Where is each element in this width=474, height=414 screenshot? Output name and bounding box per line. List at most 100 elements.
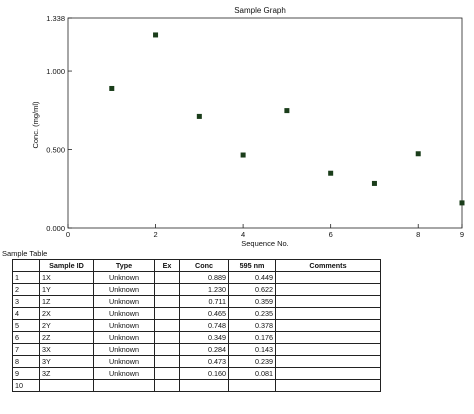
data-point	[109, 85, 115, 91]
x-tick-label: 8	[416, 230, 420, 239]
data-point	[240, 152, 246, 158]
col-header-comments: Comments	[275, 259, 381, 272]
cell-conc: 0.160	[179, 367, 229, 380]
cell-conc: 0.349	[179, 331, 229, 344]
col-header-index	[12, 259, 40, 272]
cell-absorbance	[228, 379, 276, 392]
cell-type: Unknown	[93, 307, 155, 320]
cell-ex	[154, 307, 180, 320]
table-row: 1 1X Unknown 0.889 0.449	[12, 271, 381, 284]
cell-row-index: 4	[12, 307, 40, 320]
table-row: 10	[12, 379, 381, 392]
cell-type: Unknown	[93, 331, 155, 344]
cell-absorbance: 0.081	[228, 367, 276, 380]
cell-ex	[154, 331, 180, 344]
cell-absorbance: 0.359	[228, 295, 276, 308]
x-tick-label: 4	[241, 230, 245, 239]
cell-absorbance: 0.622	[228, 283, 276, 296]
cell-row-index: 1	[12, 271, 40, 284]
cell-comments	[275, 307, 381, 320]
cell-ex	[154, 271, 180, 284]
plot-area-frame	[67, 17, 463, 229]
x-axis-label: Sequence No.	[241, 239, 289, 248]
y-axis-label: Conc. (mg/ml)	[31, 101, 40, 149]
table-row: 6 2Z Unknown 0.349 0.176	[12, 331, 381, 344]
cell-comments	[275, 283, 381, 296]
x-tick-label: 2	[153, 230, 157, 239]
data-point	[196, 113, 202, 119]
cell-ex	[154, 283, 180, 296]
table-row: 5 2Y Unknown 0.748 0.378	[12, 319, 381, 332]
cell-conc: 0.889	[179, 271, 229, 284]
table-row: 3 1Z Unknown 0.711 0.359	[12, 295, 381, 308]
y-tick-label: 0.000	[46, 224, 65, 233]
cell-row-index: 7	[12, 343, 40, 356]
cell-conc: 0.711	[179, 295, 229, 308]
data-point	[284, 108, 290, 114]
cell-comments	[275, 343, 381, 356]
cell-comments	[275, 295, 381, 308]
cell-ex	[154, 379, 180, 392]
y-tick-label: 0.500	[46, 146, 65, 155]
cell-ex	[154, 367, 180, 380]
cell-type: Unknown	[93, 271, 155, 284]
cell-conc: 1.230	[179, 283, 229, 296]
cell-absorbance: 0.176	[228, 331, 276, 344]
cell-type: Unknown	[93, 283, 155, 296]
cell-comments	[275, 379, 381, 392]
data-point	[371, 180, 377, 186]
cell-row-index: 8	[12, 355, 40, 368]
cell-conc: 0.284	[179, 343, 229, 356]
col-header-sample-id: Sample ID	[39, 259, 94, 272]
cell-type: Unknown	[93, 343, 155, 356]
cell-absorbance: 0.235	[228, 307, 276, 320]
cell-absorbance: 0.143	[228, 343, 276, 356]
cell-conc: 0.473	[179, 355, 229, 368]
cell-comments	[275, 319, 381, 332]
table-row: 9 3Z Unknown 0.160 0.081	[12, 367, 381, 380]
table-header-row: Sample ID Type Ex Conc 595 nm Comments	[12, 259, 381, 272]
cell-comments	[275, 271, 381, 284]
cell-comments	[275, 355, 381, 368]
data-point	[153, 32, 159, 38]
cell-type: Unknown	[93, 367, 155, 380]
cell-comments	[275, 367, 381, 380]
cell-type: Unknown	[93, 295, 155, 308]
cell-comments	[275, 331, 381, 344]
table-row: 4 2X Unknown 0.465 0.235	[12, 307, 381, 320]
table-caption: Sample Table	[2, 249, 48, 258]
axes: 0.000 0.500 1.000 1.338 0 2 4 6 8 9	[46, 14, 464, 239]
cell-conc: 0.465	[179, 307, 229, 320]
table-row: 8 3Y Unknown 0.473 0.239	[12, 355, 381, 368]
data-points	[109, 32, 465, 206]
col-header-type: Type	[93, 259, 155, 272]
data-point	[328, 170, 334, 176]
cell-sample-id: 2X	[39, 307, 94, 320]
table-body: 1 1X Unknown 0.889 0.449 2 1Y Unknown 1.230 0.622…	[12, 271, 381, 392]
cell-absorbance: 0.378	[228, 319, 276, 332]
table-row: 2 1Y Unknown 1.230 0.622	[12, 283, 381, 296]
sample-table: Sample ID Type Ex Conc 595 nm Comments 1…	[12, 259, 381, 392]
cell-type	[93, 379, 155, 392]
cell-ex	[154, 319, 180, 332]
y-tick-label: 1.338	[46, 14, 65, 23]
cell-row-index: 2	[12, 283, 40, 296]
x-tick-label: 6	[329, 230, 333, 239]
cell-type: Unknown	[93, 355, 155, 368]
cell-sample-id	[39, 379, 94, 392]
cell-absorbance: 0.449	[228, 271, 276, 284]
cell-ex	[154, 355, 180, 368]
cell-row-index: 3	[12, 295, 40, 308]
chart-title: Sample Graph	[234, 6, 286, 15]
cell-row-index: 9	[12, 367, 40, 380]
x-tick-label: 0	[66, 230, 70, 239]
cell-conc: 0.748	[179, 319, 229, 332]
cell-sample-id: 3Z	[39, 367, 94, 380]
cell-sample-id: 2Z	[39, 331, 94, 344]
cell-conc	[179, 379, 229, 392]
cell-row-index: 6	[12, 331, 40, 344]
data-point	[459, 200, 465, 206]
cell-sample-id: 1X	[39, 271, 94, 284]
cell-type: Unknown	[93, 319, 155, 332]
cell-absorbance: 0.239	[228, 355, 276, 368]
